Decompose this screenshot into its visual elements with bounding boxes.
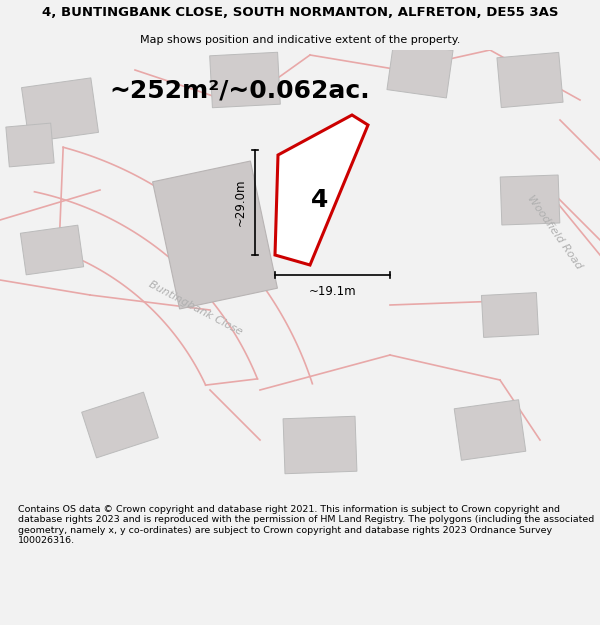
Text: Map shows position and indicative extent of the property.: Map shows position and indicative extent… <box>140 35 460 45</box>
Text: ~252m²/~0.062ac.: ~252m²/~0.062ac. <box>110 78 370 102</box>
Text: Buntingbank Close: Buntingbank Close <box>146 279 244 337</box>
Polygon shape <box>500 175 560 225</box>
Polygon shape <box>209 52 280 107</box>
Text: 4: 4 <box>311 188 329 212</box>
Text: Contains OS data © Crown copyright and database right 2021. This information is : Contains OS data © Crown copyright and d… <box>18 505 594 545</box>
Polygon shape <box>22 78 98 142</box>
Polygon shape <box>275 115 368 265</box>
Polygon shape <box>152 161 277 309</box>
Polygon shape <box>481 292 539 338</box>
Polygon shape <box>6 123 54 167</box>
Polygon shape <box>497 52 563 107</box>
Polygon shape <box>454 400 526 460</box>
Text: Woodfield Road: Woodfield Road <box>526 193 584 271</box>
Polygon shape <box>387 42 453 98</box>
Text: ~29.0m: ~29.0m <box>234 179 247 226</box>
Polygon shape <box>20 225 83 275</box>
Text: 4, BUNTINGBANK CLOSE, SOUTH NORMANTON, ALFRETON, DE55 3AS: 4, BUNTINGBANK CLOSE, SOUTH NORMANTON, A… <box>42 6 558 19</box>
Polygon shape <box>283 416 357 474</box>
Text: ~19.1m: ~19.1m <box>308 285 356 298</box>
Polygon shape <box>82 392 158 458</box>
